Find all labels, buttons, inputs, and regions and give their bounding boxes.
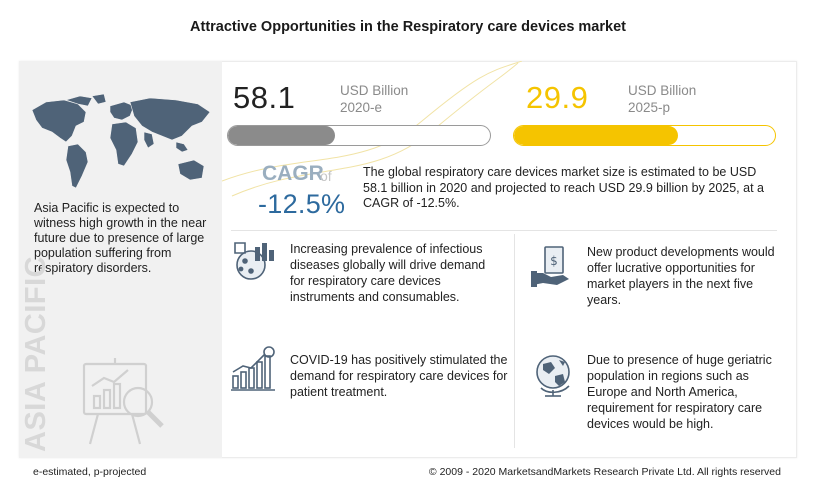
year-2025: 2025-p — [628, 100, 671, 115]
bar-2020 — [227, 125, 491, 146]
footer-legend: e-estimated, p-projected — [33, 466, 147, 478]
point-covid-19: COVID-19 has positively stimulated the d… — [290, 353, 508, 399]
page-title: Attractive Opportunities in the Respirat… — [190, 19, 626, 35]
footer-copyright: © 2009 - 2020 MarketsandMarkets Research… — [428, 466, 781, 478]
cagr-of: of — [320, 168, 332, 184]
infection-chart-icon — [231, 237, 279, 285]
divider-vertical — [514, 234, 515, 448]
bar-2025-fill — [514, 126, 679, 145]
point-infectious-diseases: Increasing prevalence of infectious dise… — [290, 242, 486, 304]
value-2025: 29.9 — [526, 80, 589, 115]
world-map-icon — [26, 92, 216, 196]
cagr-value: -12.5% — [258, 189, 346, 219]
unit-2025: USD Billion — [628, 83, 697, 98]
point-geriatric-population: Due to presence of huge geriatric popula… — [587, 353, 772, 431]
region-description: Asia Pacific is expected to witness high… — [34, 201, 207, 275]
chart-magnifier-icon — [78, 356, 170, 448]
money-hand-icon: $ — [529, 243, 577, 291]
unit-2020: USD Billion — [340, 83, 409, 98]
cagr-label: CAGR — [262, 162, 324, 185]
market-summary: The global respiratory care devices mark… — [363, 165, 764, 210]
growth-chart-icon — [229, 346, 277, 394]
svg-text:$: $ — [550, 254, 558, 268]
vertical-region-label: ASIA PACIFIC — [20, 255, 52, 452]
value-2020: 58.1 — [233, 80, 296, 115]
divider-horizontal — [231, 230, 777, 231]
bar-2025 — [513, 125, 776, 146]
bar-2020-fill — [228, 126, 336, 145]
globe-icon — [533, 350, 581, 398]
year-2020: 2020-e — [340, 100, 383, 115]
point-new-products: New product developments would offer luc… — [587, 245, 775, 307]
